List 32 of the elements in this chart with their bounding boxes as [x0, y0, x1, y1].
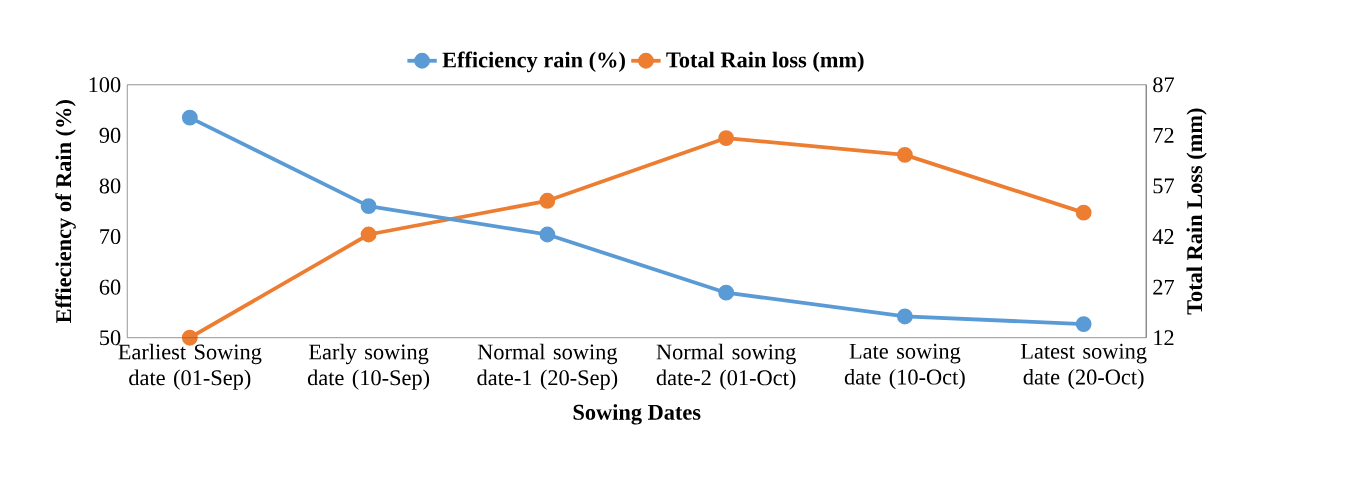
y-tick-label: 60: [99, 279, 121, 295]
x-tick-label: Late sowing date (10-Oct): [844, 343, 965, 390]
x-tick-label: Latest sowing date (20-Oct): [1020, 343, 1147, 390]
y-tick-label: 70: [100, 228, 121, 244]
point: [718, 130, 735, 146]
point: [360, 226, 377, 243]
y2-tick-label: 57: [1153, 178, 1175, 194]
point: [1075, 316, 1092, 332]
y-tick-label: 100: [89, 77, 121, 93]
y2-tick-label: 72: [1153, 127, 1174, 143]
legend-label: Efficiency rain (%): [442, 51, 625, 73]
point: [896, 308, 913, 325]
y-tick-label: 80: [99, 178, 121, 194]
x-tick-label: Early sowing date (10-Sep): [307, 343, 430, 390]
legend-label: Total Rain loss (mm): [666, 51, 864, 72]
y-axis-title: Effieciency of Rain (%): [55, 100, 76, 323]
point: [1075, 204, 1092, 221]
x-tick-label: Normal sowing date-1 (20-Sep): [477, 343, 618, 390]
y2-tick-label: 12: [1154, 330, 1174, 346]
point: [539, 226, 556, 243]
point: [181, 109, 198, 126]
y-tick-label: 90: [99, 127, 121, 143]
y2-tick-label: 27: [1153, 279, 1175, 295]
point: [718, 284, 735, 301]
y2-axis-title: Total Rain Loss (mm): [1186, 108, 1207, 315]
point: [360, 198, 377, 214]
x-tick-label: Normal sowing date-2 (01-Oct): [656, 343, 796, 390]
point: [896, 146, 913, 163]
y2-tick-label: 87: [1153, 77, 1175, 93]
x-axis-title: Sowing Dates: [573, 404, 701, 425]
y2-tick-label: 42: [1152, 229, 1174, 244]
point: [539, 192, 556, 209]
